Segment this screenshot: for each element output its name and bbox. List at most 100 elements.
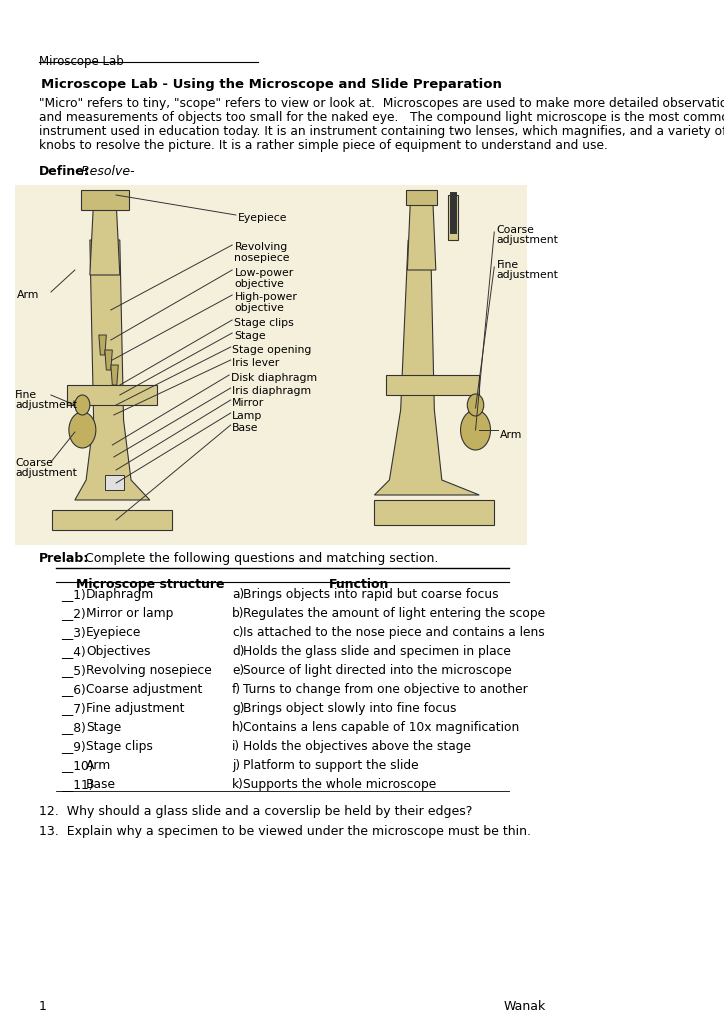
- Text: __10): __10): [62, 759, 94, 772]
- Text: nosepiece: nosepiece: [235, 253, 290, 263]
- Text: Arm: Arm: [86, 759, 111, 772]
- Text: Stage clips: Stage clips: [235, 318, 294, 328]
- Circle shape: [467, 394, 484, 416]
- Polygon shape: [52, 510, 172, 530]
- Text: a): a): [232, 588, 245, 601]
- Text: Microscope structure: Microscope structure: [75, 578, 224, 591]
- Text: __9): __9): [62, 740, 86, 753]
- Text: Wanak: Wanak: [503, 1000, 545, 1013]
- Text: adjustment: adjustment: [15, 400, 77, 410]
- Text: Brings object slowly into fine focus: Brings object slowly into fine focus: [243, 702, 457, 715]
- Text: Prelab:: Prelab:: [39, 552, 89, 565]
- Text: Revolving nosepiece: Revolving nosepiece: [86, 664, 212, 677]
- Text: b): b): [232, 607, 245, 620]
- Text: Coarse: Coarse: [15, 458, 53, 468]
- Text: Eyepiece: Eyepiece: [238, 213, 287, 223]
- Text: Stage: Stage: [86, 721, 122, 734]
- Text: Turns to change from one objective to another: Turns to change from one objective to an…: [243, 683, 528, 696]
- Text: Contains a lens capable of 10x magnification: Contains a lens capable of 10x magnifica…: [243, 721, 520, 734]
- Text: Function: Function: [329, 578, 390, 591]
- Text: 12.  Why should a glass slide and a coverslip be held by their edges?: 12. Why should a glass slide and a cover…: [39, 805, 472, 818]
- Text: k): k): [232, 778, 244, 791]
- Text: __8): __8): [62, 721, 86, 734]
- Text: j): j): [232, 759, 240, 772]
- Text: __2): __2): [62, 607, 86, 620]
- Text: objective: objective: [235, 303, 285, 313]
- Text: Low-power: Low-power: [235, 268, 294, 278]
- Text: Objectives: Objectives: [86, 645, 151, 658]
- Circle shape: [460, 410, 490, 450]
- Text: Disk diaphragm: Disk diaphragm: [231, 373, 317, 383]
- Polygon shape: [408, 200, 436, 270]
- Polygon shape: [386, 375, 479, 395]
- Text: Base: Base: [232, 423, 258, 433]
- Text: Iris lever: Iris lever: [232, 358, 279, 368]
- Text: d): d): [232, 645, 245, 658]
- Text: Regulates the amount of light entering the scope: Regulates the amount of light entering t…: [243, 607, 545, 620]
- Polygon shape: [81, 190, 129, 210]
- Text: Resolve-: Resolve-: [77, 165, 135, 178]
- Polygon shape: [105, 475, 124, 490]
- Text: Stage: Stage: [235, 331, 266, 341]
- Text: Holds the glass slide and specimen in place: Holds the glass slide and specimen in pl…: [243, 645, 511, 658]
- Text: f): f): [232, 683, 241, 696]
- Text: Platform to support the slide: Platform to support the slide: [243, 759, 419, 772]
- Text: Is attached to the nose piece and contains a lens: Is attached to the nose piece and contai…: [243, 626, 545, 639]
- Text: Microscope Lab - Using the Microscope and Slide Preparation: Microscope Lab - Using the Microscope an…: [41, 78, 502, 91]
- Text: Fine: Fine: [15, 390, 37, 400]
- Text: Fine adjustment: Fine adjustment: [86, 702, 185, 715]
- Text: adjustment: adjustment: [497, 270, 558, 280]
- Polygon shape: [374, 240, 479, 495]
- Text: 13.  Explain why a specimen to be viewed under the microscope must be thin.: 13. Explain why a specimen to be viewed …: [39, 825, 531, 838]
- Text: __4): __4): [62, 645, 86, 658]
- Text: __3): __3): [62, 626, 86, 639]
- Text: Eyepiece: Eyepiece: [86, 626, 141, 639]
- Text: Mirror or lamp: Mirror or lamp: [86, 607, 174, 620]
- Text: objective: objective: [235, 279, 285, 289]
- Text: instrument used in education today. It is an instrument containing two lenses, w: instrument used in education today. It i…: [39, 125, 724, 138]
- Text: __6): __6): [62, 683, 86, 696]
- Text: knobs to resolve the picture. It is a rather simple piece of equipment to unders: knobs to resolve the picture. It is a ra…: [39, 139, 608, 152]
- Circle shape: [75, 395, 90, 415]
- Polygon shape: [406, 190, 437, 205]
- Text: Arm: Arm: [500, 430, 523, 440]
- Polygon shape: [75, 240, 150, 500]
- Text: Iris diaphragm: Iris diaphragm: [232, 386, 311, 396]
- Text: adjustment: adjustment: [15, 468, 77, 478]
- Text: Base: Base: [86, 778, 116, 791]
- Text: Holds the objectives above the stage: Holds the objectives above the stage: [243, 740, 471, 753]
- Text: 1: 1: [39, 1000, 47, 1013]
- Polygon shape: [105, 350, 112, 370]
- Text: "Micro" refers to tiny, "scope" refers to view or look at.  Microscopes are used: "Micro" refers to tiny, "scope" refers t…: [39, 97, 724, 110]
- Text: Diaphragm: Diaphragm: [86, 588, 154, 601]
- Polygon shape: [448, 195, 458, 240]
- Polygon shape: [111, 365, 118, 385]
- Text: Mirror: Mirror: [232, 398, 264, 408]
- Text: Lamp: Lamp: [232, 411, 263, 421]
- Text: __5): __5): [62, 664, 86, 677]
- Text: Define:: Define:: [39, 165, 90, 178]
- Polygon shape: [374, 500, 494, 525]
- Text: adjustment: adjustment: [497, 234, 558, 245]
- Text: Stage opening: Stage opening: [232, 345, 311, 355]
- Text: h): h): [232, 721, 245, 734]
- Text: High-power: High-power: [235, 292, 298, 302]
- Polygon shape: [90, 200, 119, 275]
- Text: Complete the following questions and matching section.: Complete the following questions and mat…: [77, 552, 439, 565]
- Text: e): e): [232, 664, 245, 677]
- Text: __1): __1): [62, 588, 86, 601]
- Text: c): c): [232, 626, 244, 639]
- Circle shape: [69, 412, 96, 449]
- Text: Stage clips: Stage clips: [86, 740, 153, 753]
- Polygon shape: [99, 335, 106, 355]
- Text: Source of light directed into the microscope: Source of light directed into the micros…: [243, 664, 512, 677]
- Text: Miroscope Lab: Miroscope Lab: [39, 55, 124, 68]
- Text: Fine: Fine: [497, 260, 518, 270]
- Text: __7): __7): [62, 702, 86, 715]
- Text: Brings objects into rapid but coarse focus: Brings objects into rapid but coarse foc…: [243, 588, 499, 601]
- Text: Coarse: Coarse: [497, 225, 534, 234]
- Text: __11): __11): [62, 778, 94, 791]
- Text: Revolving: Revolving: [235, 242, 287, 252]
- Text: Coarse adjustment: Coarse adjustment: [86, 683, 203, 696]
- Bar: [15, 185, 527, 545]
